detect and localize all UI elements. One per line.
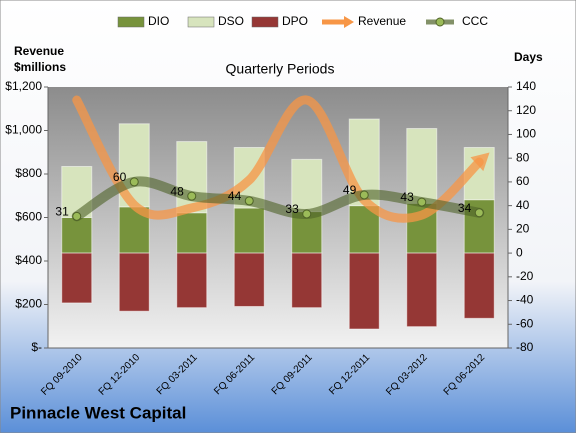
y2-axis-title: Days	[514, 50, 543, 64]
data-label: 48	[170, 184, 184, 198]
y2-tick-label: -40	[516, 293, 534, 307]
y-tick-label: $600	[15, 210, 42, 224]
ccc-marker	[72, 211, 82, 221]
y-tick-label: $1,200	[5, 79, 42, 93]
y2-tick-label: 140	[516, 79, 536, 93]
y-tick-label: $800	[15, 166, 42, 180]
y-axis-title: Revenue $millions	[14, 44, 66, 74]
ccc-marker	[474, 208, 484, 218]
data-label: 49	[343, 183, 357, 197]
legend-label: Revenue	[358, 14, 406, 28]
y2-tick-label: -80	[516, 340, 534, 354]
bar	[61, 252, 93, 304]
bar	[291, 158, 323, 213]
y2-tick-label: 80	[516, 150, 530, 164]
y2-tick-label: 60	[516, 174, 530, 188]
chart-title: Quarterly Periods	[226, 61, 335, 77]
y-tick-label: $200	[15, 297, 42, 311]
ccc-marker	[187, 191, 197, 201]
legend-swatch	[117, 16, 145, 28]
ccc-marker	[302, 209, 312, 219]
legend-label: DIO	[148, 14, 169, 28]
data-label: 60	[113, 170, 127, 184]
bar	[61, 217, 93, 254]
y2-tick-label: 0	[516, 245, 523, 259]
legend-label: CCC	[462, 14, 488, 28]
legend-swatch	[344, 16, 354, 28]
y2-tick-label: 100	[516, 127, 536, 141]
bar	[176, 212, 208, 254]
ccc-marker	[417, 197, 427, 207]
revenue-arrowhead	[470, 152, 490, 172]
bar	[176, 252, 208, 309]
ccc-marker	[359, 190, 369, 200]
data-label: 33	[285, 202, 299, 216]
y-tick-label: $400	[15, 253, 42, 267]
revenue-line	[72, 95, 484, 223]
bar	[406, 128, 438, 204]
ccc-marker	[129, 177, 139, 187]
y2-tick-label: -20	[516, 269, 534, 283]
data-label: 44	[228, 189, 242, 203]
legend-label: DPO	[282, 14, 308, 28]
bar	[348, 252, 380, 330]
y-tick-label: $1,000	[5, 123, 42, 137]
y2-tick-label: -60	[516, 316, 534, 330]
legend-swatch	[251, 16, 279, 28]
data-label: 31	[55, 204, 69, 218]
legend-swatch	[435, 17, 445, 27]
company-name: Pinnacle West Capital	[10, 403, 186, 422]
bar	[291, 252, 323, 309]
data-label: 34	[458, 201, 472, 215]
bar	[233, 207, 265, 254]
legend-label: DSO	[218, 14, 244, 28]
bar	[463, 252, 495, 319]
ccc-marker	[244, 196, 254, 206]
y2-tick-label: 40	[516, 198, 530, 212]
y2-tick-label: 20	[516, 222, 530, 236]
bar	[233, 252, 265, 307]
legend-swatch	[187, 16, 215, 28]
data-label: 43	[400, 190, 414, 204]
y-tick-label: $-	[31, 340, 42, 354]
y2-tick-label: 120	[516, 103, 536, 117]
bar	[118, 252, 150, 312]
bar	[406, 252, 438, 328]
